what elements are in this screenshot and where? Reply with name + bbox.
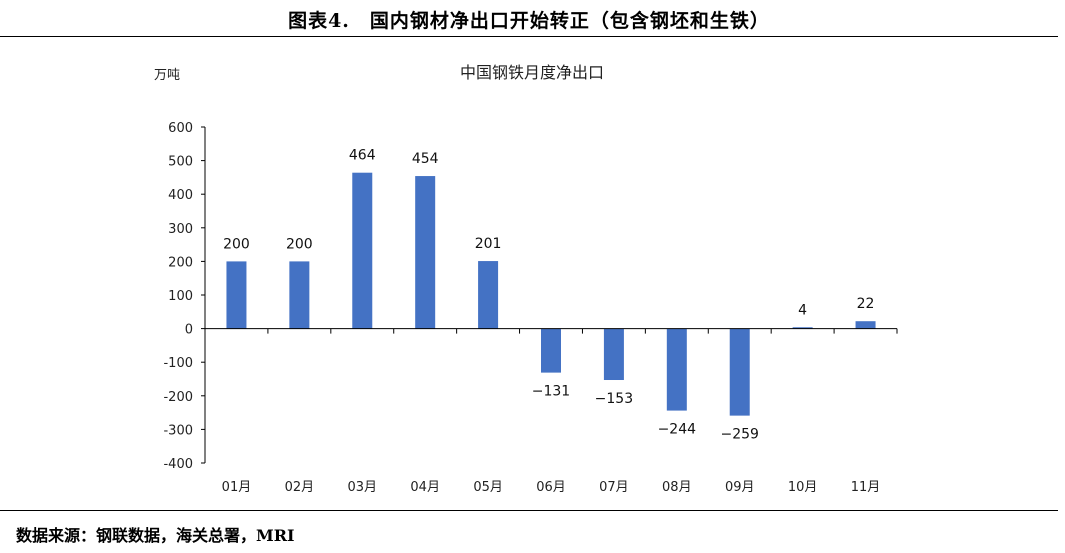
bar <box>792 327 813 329</box>
x-tick-label: 04月 <box>410 480 440 495</box>
bar <box>478 261 499 329</box>
bar <box>666 328 687 411</box>
bar-value-label: 464 <box>349 148 376 164</box>
bar <box>855 321 876 329</box>
y-tick-label: 200 <box>168 255 193 270</box>
x-tick-label: 09月 <box>725 480 755 495</box>
bars-group <box>226 172 876 416</box>
bar <box>289 261 310 329</box>
y-tick-label: 100 <box>168 289 193 304</box>
x-tick-label: 10月 <box>788 480 818 495</box>
data-source-note: 数据来源：钢联数据，海关总署，MRI <box>16 526 295 545</box>
y-tick-label: 0 <box>185 323 193 338</box>
x-tick-label: 08月 <box>662 480 692 495</box>
chart-title: 中国钢铁月度净出口 <box>460 63 604 82</box>
bar-value-label: 454 <box>412 151 439 167</box>
y-tick-label: -100 <box>163 356 193 371</box>
figure-header: 图表4. 国内钢材净出口开始转正（包含钢坯和生铁） <box>0 0 1058 37</box>
bar <box>226 261 247 329</box>
y-ticks-group: 600 500 400 300 200 100 0 -100 -200 -300 -400 <box>163 121 205 472</box>
bar <box>415 176 436 329</box>
x-tick-label: 01月 <box>222 480 252 495</box>
bar <box>729 328 750 416</box>
bar-value-label: 4 <box>798 302 807 318</box>
y-tick-label: -300 <box>163 423 193 438</box>
y-tick-label: 300 <box>168 222 193 237</box>
y-tick-label: 400 <box>168 188 193 203</box>
bar <box>352 172 373 329</box>
footer-divider <box>0 510 1058 511</box>
x-tick-label: 05月 <box>473 480 503 495</box>
bar <box>541 328 561 373</box>
y-tick-label: 600 <box>168 121 193 136</box>
x-ticks-group: 01月 02月 03月 04月 05月 06月 07月 08月 09月 10月 11月 <box>204 328 898 495</box>
x-tick-label: 07月 <box>599 480 629 495</box>
bar-value-label: −259 <box>721 427 759 443</box>
figure-title: 图表4. 国内钢材净出口开始转正（包含钢坯和生铁） <box>288 10 770 32</box>
bar-value-label: 201 <box>475 236 502 252</box>
x-tick-label: 03月 <box>347 480 377 495</box>
x-tick-label: 02月 <box>285 480 315 495</box>
bar <box>603 328 624 381</box>
x-tick-label: 06月 <box>536 480 566 495</box>
y-tick-label: -400 <box>163 457 193 472</box>
bar-value-label: 22 <box>857 296 875 312</box>
y-tick-label: -200 <box>163 390 193 405</box>
y-tick-label: 500 <box>168 155 193 170</box>
bar-value-label: 200 <box>286 236 313 252</box>
y-axis-unit-label: 万吨 <box>154 68 180 83</box>
bar-value-label: −244 <box>658 422 697 438</box>
bar-value-label: 200 <box>223 236 250 252</box>
data-labels-group: 200 200 464 454 201 −131 −153 −244 −259 4 22 <box>223 148 874 443</box>
bar-value-label: −153 <box>595 391 633 407</box>
x-tick-label: 11月 <box>851 480 881 495</box>
bar-value-label: −131 <box>532 384 570 400</box>
